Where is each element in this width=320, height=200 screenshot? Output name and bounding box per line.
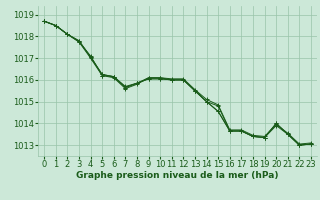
X-axis label: Graphe pression niveau de la mer (hPa): Graphe pression niveau de la mer (hPa)	[76, 171, 279, 180]
